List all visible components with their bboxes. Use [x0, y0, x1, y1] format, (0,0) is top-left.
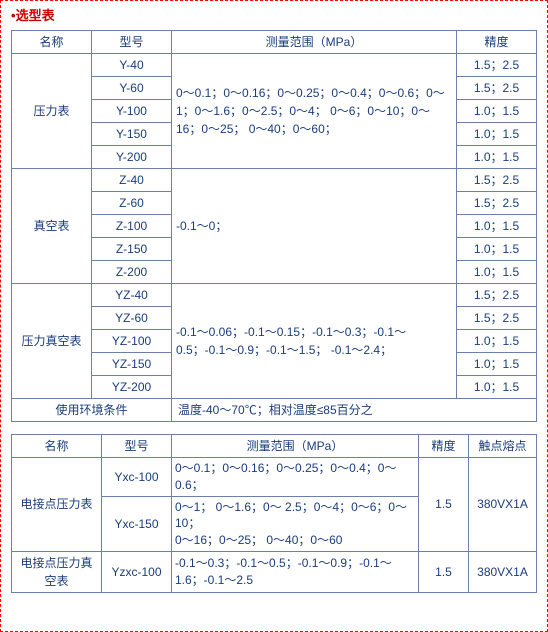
model-cell: YZ-60	[92, 307, 172, 330]
model-cell: Y-150	[92, 123, 172, 146]
accuracy-cell: 1.0；1.5	[457, 100, 537, 123]
range-cell: -0.1～0.3；-0.1～0.5；-0.1～0.9；-0.1～1.6；-0.1…	[172, 551, 419, 592]
accuracy-cell: 1.5；2.5	[457, 307, 537, 330]
table-row: 电接点压力表 Yxc-100 0～0.1；0～0.16；0～0.25；0～0.4…	[12, 458, 537, 497]
header-model: 型号	[92, 31, 172, 54]
model-cell: Y-60	[92, 77, 172, 100]
table-2: 名称 型号 测量范围（MPa） 精度 触点熔点 电接点压力表 Yxc-100 0…	[11, 434, 537, 593]
group-name: 压力表	[12, 54, 92, 169]
header-name: 名称	[12, 31, 92, 54]
table-row: 压力表 Y-40 0～0.1；0～0.16；0～0.25；0～0.4；0～0.6…	[12, 54, 537, 77]
spacer	[11, 422, 537, 434]
accuracy-cell: 1.5	[419, 551, 469, 592]
table-row: 真空表 Z-40 -0.1～0； 1.5；2.5	[12, 169, 537, 192]
model-cell: Y-200	[92, 146, 172, 169]
condition-label: 使用环境条件	[12, 399, 172, 422]
accuracy-cell: 1.5；2.5	[457, 284, 537, 307]
model-cell: YZ-100	[92, 330, 172, 353]
header-contact: 触点熔点	[469, 435, 537, 458]
model-cell: YZ-150	[92, 353, 172, 376]
model-cell: YZ-40	[92, 284, 172, 307]
accuracy-cell: 1.0；1.5	[457, 353, 537, 376]
accuracy-cell: 1.0；1.5	[457, 376, 537, 399]
model-cell: YZ-200	[92, 376, 172, 399]
contact-cell: 380VX1A	[469, 551, 537, 592]
header-model: 型号	[102, 435, 172, 458]
contact-cell: 380VX1A	[469, 458, 537, 552]
model-cell: Y-100	[92, 100, 172, 123]
header-name: 名称	[12, 435, 102, 458]
range-cell: -0.1～0；	[172, 169, 457, 284]
accuracy-cell: 1.5；2.5	[457, 192, 537, 215]
model-cell: Z-200	[92, 261, 172, 284]
header-accuracy: 精度	[457, 31, 537, 54]
table-row: 电接点压力真空表 Yzxc-100 -0.1～0.3；-0.1～0.5；-0.1…	[12, 551, 537, 592]
range-cell: 0～0.1；0～0.16；0～0.25；0～0.4；0～0.6；	[172, 458, 419, 497]
model-cell: Z-100	[92, 215, 172, 238]
table-header-row: 名称 型号 测量范围（MPa） 精度	[12, 31, 537, 54]
table-header-row: 名称 型号 测量范围（MPa） 精度 触点熔点	[12, 435, 537, 458]
table-row: 压力真空表 YZ-40 -0.1～0.06；-0.1～0.15；-0.1～0.3…	[12, 284, 537, 307]
model-cell: Yxc-100	[102, 458, 172, 497]
page-title: 选型表	[11, 5, 537, 24]
header-accuracy: 精度	[419, 435, 469, 458]
header-range: 测量范围（MPa）	[172, 31, 457, 54]
range-cell: -0.1～0.06；-0.1～0.15；-0.1～0.3；-0.1～0.5；-0…	[172, 284, 457, 399]
accuracy-cell: 1.0；1.5	[457, 215, 537, 238]
model-cell: Yzxc-100	[102, 551, 172, 592]
accuracy-cell: 1.0；1.5	[457, 330, 537, 353]
accuracy-cell: 1.5；2.5	[457, 54, 537, 77]
range-cell: 0～0.1；0～0.16；0～0.25；0～0.4；0～0.6；0～1；0～1.…	[172, 54, 457, 169]
header-range: 测量范围（MPa）	[172, 435, 419, 458]
accuracy-cell: 1.0；1.5	[457, 261, 537, 284]
range-cell: 0～1； 0～1.6；0～ 2.5；0～4；0～6；0～10； 0～16；0～2…	[172, 496, 419, 551]
accuracy-cell: 1.5	[419, 458, 469, 552]
accuracy-cell: 1.0；1.5	[457, 238, 537, 261]
accuracy-cell: 1.5；2.5	[457, 169, 537, 192]
model-cell: Z-150	[92, 238, 172, 261]
accuracy-cell: 1.5；2.5	[457, 77, 537, 100]
group-name: 电接点压力真空表	[12, 551, 102, 592]
model-cell: Y-40	[92, 54, 172, 77]
model-cell: Yxc-150	[102, 496, 172, 551]
model-cell: Z-40	[92, 169, 172, 192]
condition-row: 使用环境条件 温度-40～70℃；相对温度≤85百分之	[12, 399, 537, 422]
table-1: 名称 型号 测量范围（MPa） 精度 压力表 Y-40 0～0.1；0～0.16…	[11, 30, 537, 422]
group-name: 电接点压力表	[12, 458, 102, 552]
accuracy-cell: 1.0；1.5	[457, 123, 537, 146]
condition-value: 温度-40～70℃；相对温度≤85百分之	[172, 399, 537, 422]
accuracy-cell: 1.0；1.5	[457, 146, 537, 169]
group-name: 真空表	[12, 169, 92, 284]
group-name: 压力真空表	[12, 284, 92, 399]
model-cell: Z-60	[92, 192, 172, 215]
